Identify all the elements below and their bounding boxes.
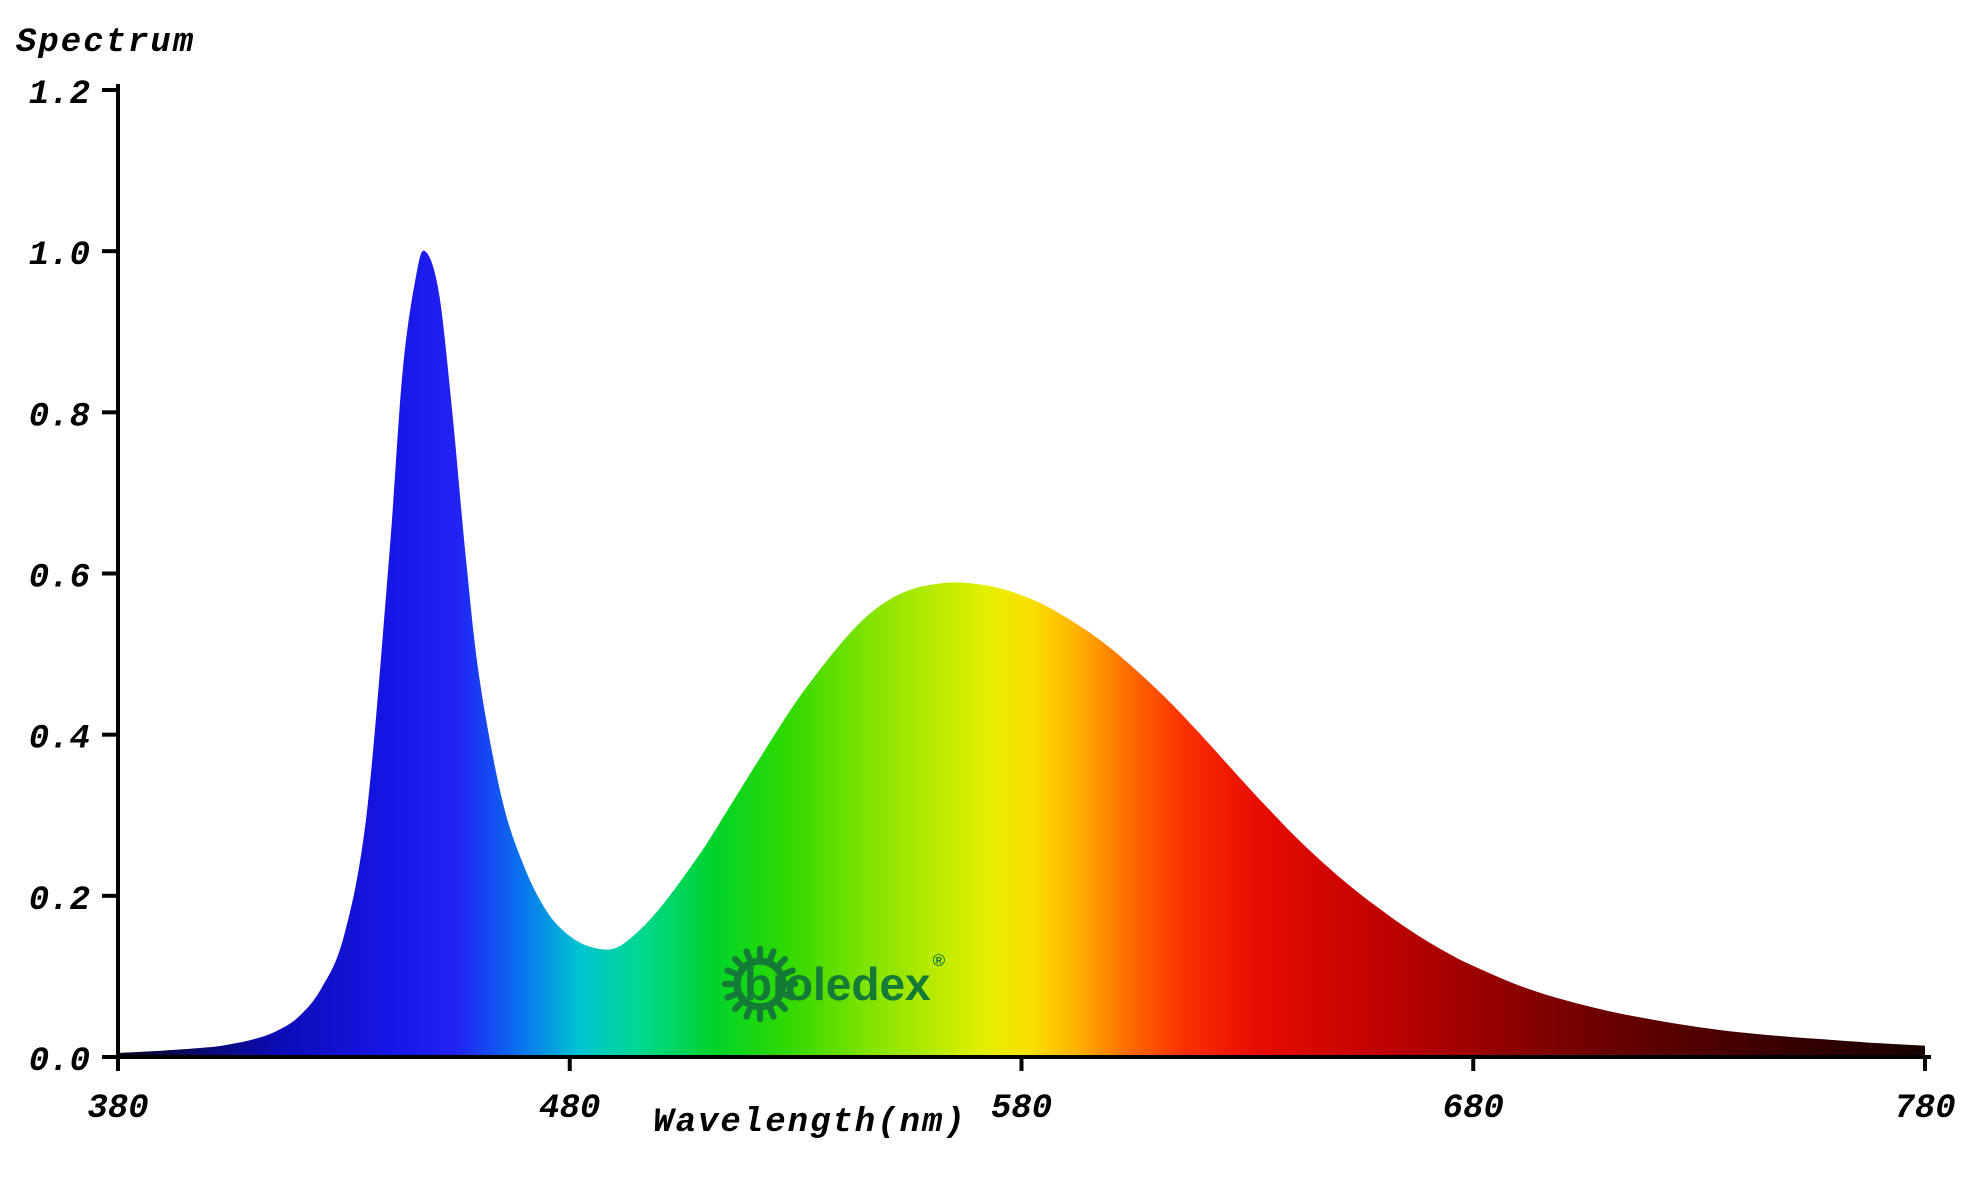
y-tick-label: 0.0	[29, 1043, 90, 1081]
y-tick-label: 0.4	[29, 721, 90, 759]
x-tick-label: 480	[539, 1090, 600, 1128]
x-axis-label: Wavelength(nm)	[653, 1104, 967, 1142]
gear-icon	[721, 945, 799, 1023]
spectrum-area	[118, 250, 1925, 1057]
registered-mark: ®	[932, 951, 946, 970]
y-tick-label: 0.8	[29, 398, 90, 436]
y-tick-label: 1.0	[29, 237, 90, 275]
y-tick-label: 0.6	[29, 560, 90, 598]
chart-title: Spectrum	[16, 24, 196, 62]
y-tick-label: 0.2	[29, 882, 90, 920]
bioledex-logo: bioledex ®	[716, 938, 945, 1030]
x-tick-label: 380	[87, 1090, 148, 1128]
y-tick-label: 1.2	[29, 76, 90, 114]
x-tick-label: 780	[1894, 1090, 1955, 1128]
logo-text: bioledex	[744, 958, 931, 1010]
x-tick-label: 680	[1443, 1090, 1504, 1128]
x-tick-label: 580	[991, 1090, 1052, 1128]
